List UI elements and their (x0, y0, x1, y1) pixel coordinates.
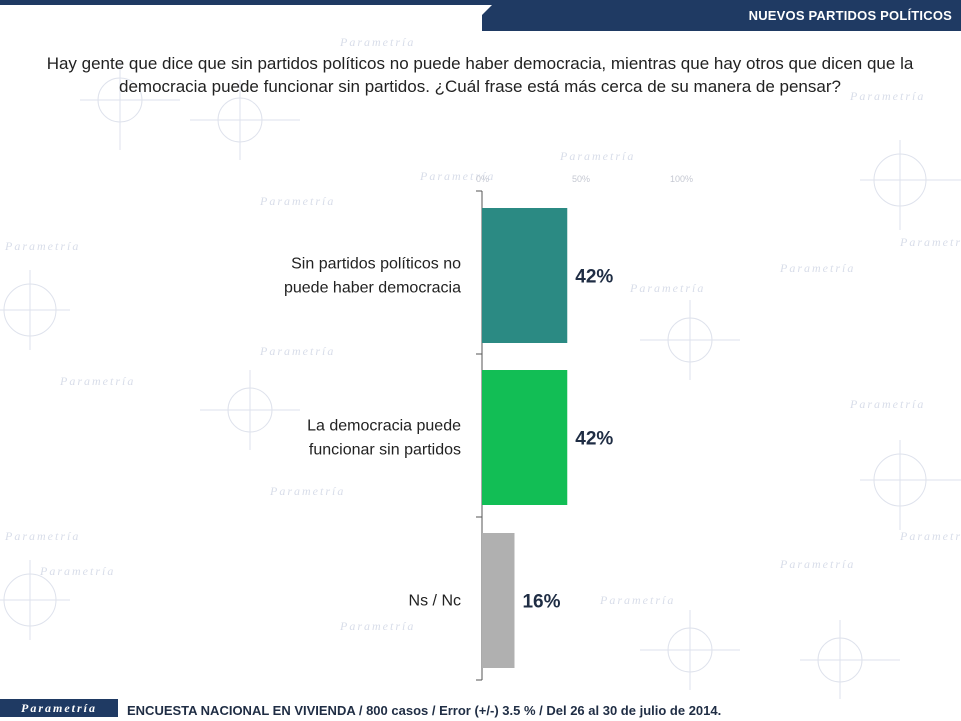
section-title: NUEVOS PARTIDOS POLÍTICOS (748, 8, 952, 23)
bar-2 (482, 533, 515, 668)
svg-text:Parametría: Parametría (559, 149, 635, 163)
category-label-0: Sin partidos políticos no puede haber dem… (284, 256, 461, 297)
category-label-1: La democracia puede funcionar sin partido… (307, 418, 461, 459)
svg-text:Parametría: Parametría (259, 344, 335, 358)
bar-0 (482, 208, 568, 343)
svg-text:Parametría: Parametría (259, 194, 335, 208)
top-rule (0, 0, 961, 5)
bar-1 (482, 370, 568, 505)
svg-text:Parametría: Parametría (599, 593, 675, 607)
svg-text:Parametría: Parametría (339, 35, 415, 49)
footer-logo: Parametría (0, 699, 118, 717)
category-label-line: La democracia puede (307, 418, 461, 435)
svg-text:Parametría: Parametría (629, 281, 705, 295)
category-label-line: Sin partidos políticos no (291, 256, 461, 273)
svg-text:Parametría: Parametría (779, 557, 855, 571)
svg-text:Parametría: Parametría (899, 235, 961, 249)
footer-band (0, 699, 961, 721)
value-label-0: 42% (575, 267, 613, 288)
svg-text:Parametría: Parametría (779, 261, 855, 275)
svg-text:Parametría: Parametría (849, 397, 925, 411)
value-label-2: 16% (522, 592, 560, 613)
svg-text:Parametría: Parametría (339, 619, 415, 633)
ghost-tick-100: 100% (670, 174, 694, 184)
category-label-line: puede haber democracia (284, 280, 461, 297)
svg-text:Parametría: Parametría (899, 529, 961, 543)
category-label-line: Ns / Nc (409, 593, 461, 610)
category-label-2: Ns / Nc (409, 593, 461, 610)
svg-text:Parametría: Parametría (4, 239, 80, 253)
svg-text:Parametría: Parametría (269, 484, 345, 498)
svg-text:Parametría: Parametría (419, 169, 495, 183)
footer-source: ENCUESTA NACIONAL EN VIVIENDA / 800 caso… (127, 703, 722, 718)
survey-question: Hay gente que dice que sin partidos polí… (46, 54, 914, 96)
svg-text:Parametría: Parametría (849, 89, 925, 103)
ghost-tick-0: 0% (476, 174, 490, 184)
value-label-1: 42% (575, 429, 613, 450)
header-band (482, 5, 961, 31)
category-label-line: funcionar sin partidos (309, 442, 461, 459)
svg-text:Parametría: Parametría (39, 564, 115, 578)
svg-text:Parametría: Parametría (59, 374, 135, 388)
ghost-tick-50: 50% (572, 174, 591, 184)
svg-text:Parametría: Parametría (4, 529, 80, 543)
